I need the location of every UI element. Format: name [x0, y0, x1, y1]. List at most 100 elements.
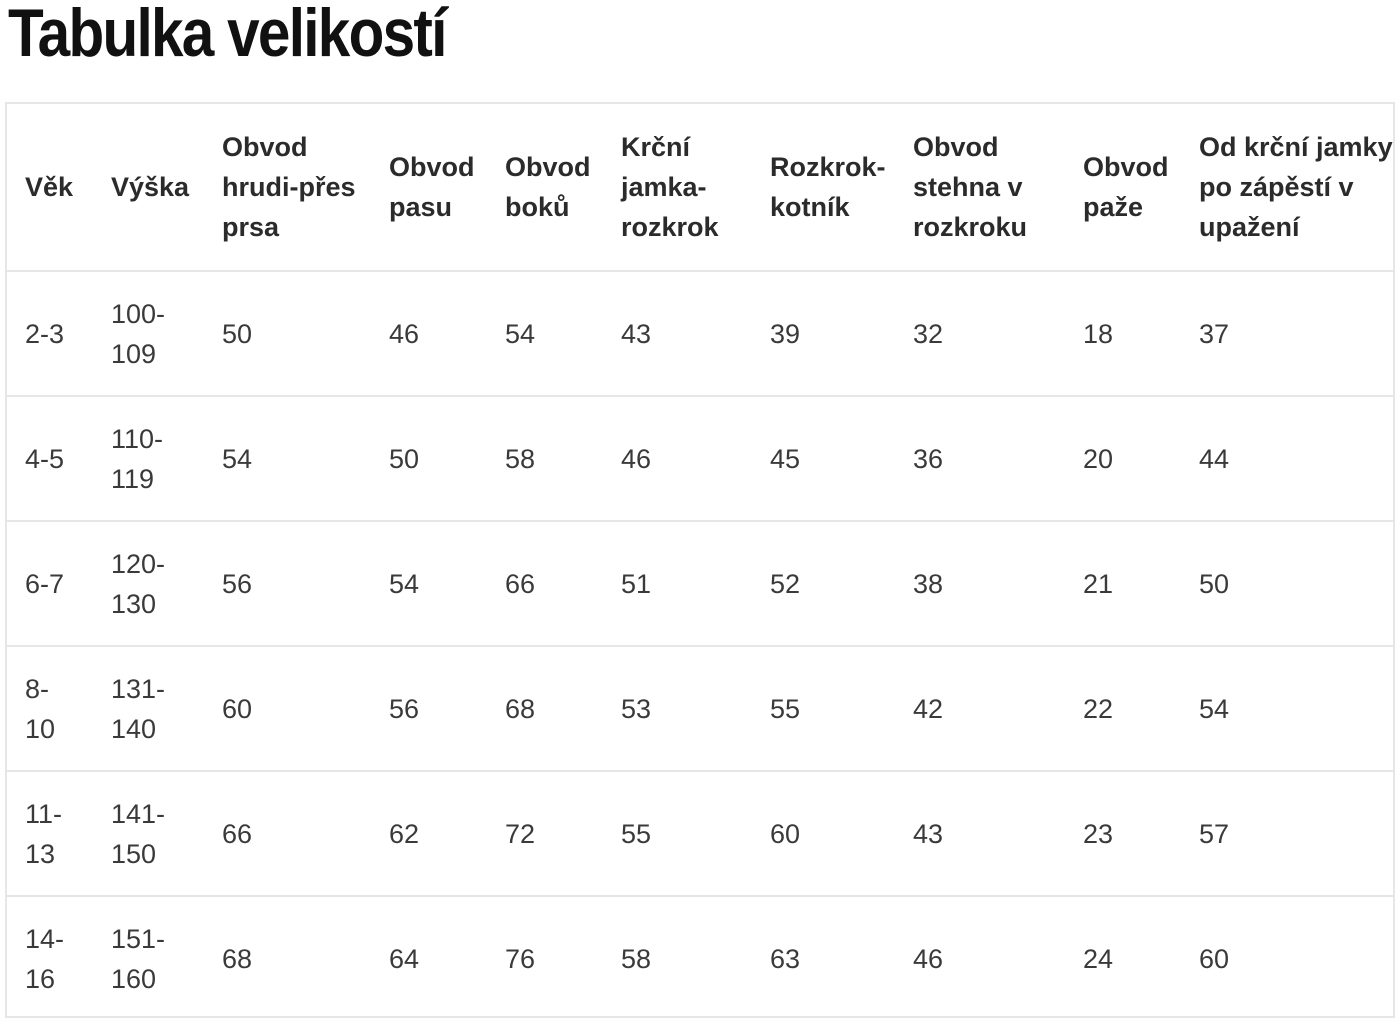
- table-cell: 54: [371, 521, 487, 647]
- table-cell-value: 46: [913, 943, 944, 974]
- table-cell: 54: [204, 396, 371, 522]
- table-cell-value: 60: [770, 818, 801, 849]
- table-cell-value: 4-5: [25, 443, 65, 474]
- column-header-label: Rozkrok-kotník: [770, 152, 886, 222]
- table-cell-value: 46: [621, 443, 652, 474]
- table-cell-value: 151- 160: [111, 923, 166, 994]
- table-cell: 66: [204, 771, 371, 897]
- table-cell: 42: [895, 646, 1065, 772]
- table-cell-value: 54: [1199, 693, 1230, 724]
- table-cell-value: 66: [222, 818, 253, 849]
- table-cell: 39: [752, 271, 895, 397]
- header-obvod-hrudi: Obvod hrudi-přes prsa: [204, 104, 371, 272]
- table-cell: 6-7: [7, 521, 93, 647]
- table-cell-value: 46: [389, 318, 420, 349]
- table-cell-value: 38: [913, 568, 944, 599]
- table-cell-value: 14- 16: [25, 923, 65, 994]
- table-cell: 14- 16: [7, 896, 93, 1020]
- table-cell-value: 57: [1199, 818, 1230, 849]
- table-cell-value: 50: [222, 318, 253, 349]
- table-cell: 52: [752, 521, 895, 647]
- table-cell-value: 53: [621, 693, 652, 724]
- table-cell-value: 50: [389, 443, 420, 474]
- table-cell: 32: [895, 271, 1065, 397]
- table-cell-value: 63: [770, 943, 801, 974]
- table-cell-value: 52: [770, 568, 801, 599]
- table-cell: 120- 130: [93, 521, 204, 647]
- size-table-container: Věk Výška Obvod hrudi-přes prsa Obvod pasu Obvo…: [5, 102, 1395, 1018]
- column-header-label: Obvod boků: [505, 152, 591, 222]
- table-cell: 58: [487, 396, 603, 522]
- table-cell-value: 54: [505, 318, 536, 349]
- column-header-label: Věk: [25, 172, 74, 202]
- table-cell: 54: [487, 271, 603, 397]
- table-cell-value: 56: [222, 568, 253, 599]
- table-cell: 4-5: [7, 396, 93, 522]
- table-body: 2-3 100- 109 50 46 54 43 39 32 18 37 4-5 110- 119 54 50…: [7, 271, 1393, 1020]
- header-obvod-stehna: Obvod stehna v rozkroku: [895, 104, 1065, 272]
- column-header-label: Obvod paže: [1083, 152, 1169, 222]
- table-cell-value: 100- 109: [111, 298, 166, 369]
- table-cell: 43: [603, 271, 752, 397]
- table-cell-value: 6-7: [25, 568, 65, 599]
- table-cell-value: 2-3: [25, 318, 65, 349]
- table-cell-value: 66: [505, 568, 536, 599]
- table-cell-value: 44: [1199, 443, 1230, 474]
- table-cell: 24: [1065, 896, 1181, 1020]
- table-cell: 36: [895, 396, 1065, 522]
- table-cell-value: 58: [505, 443, 536, 474]
- table-cell: 11- 13: [7, 771, 93, 897]
- column-header-label: Obvod pasu: [389, 152, 475, 222]
- table-cell: 64: [371, 896, 487, 1020]
- table-cell-value: 54: [222, 443, 253, 474]
- table-cell: 58: [603, 896, 752, 1020]
- table-cell: 50: [1181, 521, 1393, 647]
- table-cell: 38: [895, 521, 1065, 647]
- table-cell-value: 18: [1083, 318, 1114, 349]
- table-cell: 68: [487, 646, 603, 772]
- table-cell-value: 37: [1199, 318, 1230, 349]
- header-obvod-paze: Obvod paže: [1065, 104, 1181, 272]
- table-cell: 55: [603, 771, 752, 897]
- table-cell-value: 68: [505, 693, 536, 724]
- table-row: 8- 10 131- 140 60 56 68 53 55 42 22 54: [7, 646, 1393, 772]
- table-cell: 55: [752, 646, 895, 772]
- table-cell-value: 60: [1199, 943, 1230, 974]
- table-cell: 66: [487, 521, 603, 647]
- table-cell: 23: [1065, 771, 1181, 897]
- table-cell-value: 20: [1083, 443, 1114, 474]
- table-cell: 21: [1065, 521, 1181, 647]
- table-cell: 22: [1065, 646, 1181, 772]
- table-row: 6-7 120- 130 56 54 66 51 52 38 21 50: [7, 521, 1393, 647]
- table-cell: 8- 10: [7, 646, 93, 772]
- table-cell: 46: [371, 271, 487, 397]
- column-header-label: Krční jamka-rozkrok: [621, 132, 719, 242]
- table-cell: 56: [204, 521, 371, 647]
- table-cell: 50: [204, 271, 371, 397]
- header-krcni-jamka-zapesti: Od krční jamky po zápěstí v upažení: [1181, 104, 1393, 272]
- table-cell: 60: [752, 771, 895, 897]
- table-cell: 46: [895, 896, 1065, 1020]
- table-cell-value: 22: [1083, 693, 1114, 724]
- table-cell-value: 8- 10: [25, 673, 56, 744]
- table-cell: 151- 160: [93, 896, 204, 1020]
- table-cell: 60: [1181, 896, 1393, 1020]
- table-cell-value: 23: [1083, 818, 1114, 849]
- table-cell: 63: [752, 896, 895, 1020]
- table-cell: 45: [752, 396, 895, 522]
- table-cell: 131- 140: [93, 646, 204, 772]
- size-table: Věk Výška Obvod hrudi-přes prsa Obvod pasu Obvo…: [7, 104, 1393, 1020]
- table-cell-value: 62: [389, 818, 420, 849]
- table-cell-value: 131- 140: [111, 673, 166, 744]
- table-cell-value: 60: [222, 693, 253, 724]
- table-cell-value: 72: [505, 818, 536, 849]
- table-cell: 68: [204, 896, 371, 1020]
- table-cell: 60: [204, 646, 371, 772]
- header-vyska: Výška: [93, 104, 204, 272]
- table-row: 11- 13 141- 150 66 62 72 55 60 43 23 57: [7, 771, 1393, 897]
- page-title: Tabulka velikostí: [8, 0, 447, 71]
- table-cell-value: 43: [913, 818, 944, 849]
- column-header-label: Obvod stehna v rozkroku: [913, 132, 1028, 242]
- table-cell-value: 36: [913, 443, 944, 474]
- table-cell: 44: [1181, 396, 1393, 522]
